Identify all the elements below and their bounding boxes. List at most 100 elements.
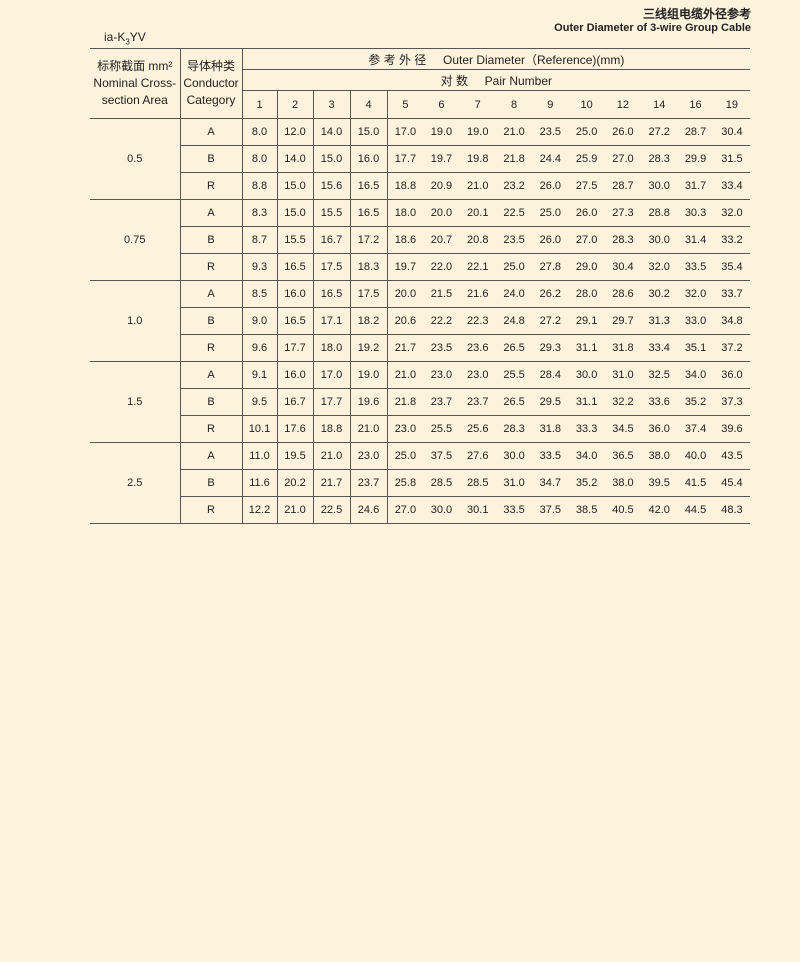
- diameter-cell: 17.1: [313, 307, 351, 335]
- diameter-cell: 17.5: [313, 253, 351, 281]
- diameter-cell: 21.0: [459, 172, 496, 200]
- diameter-cell: 28.6: [604, 280, 642, 308]
- diameter-cell: 14.0: [313, 118, 351, 146]
- diameter-cell: 28.3: [641, 145, 678, 173]
- diameter-cell: 33.5: [677, 253, 714, 281]
- model-prefix: ia-K: [104, 30, 126, 44]
- table-row: R 9.3 16.5 17.5 18.3 19.7 22.0 22.1 25.0 27.8 29.0…: [90, 253, 751, 281]
- table-row: B 9.0 16.5 17.1 18.2 20.6 22.2 22.3 24.8 27.2 29.1…: [90, 307, 751, 335]
- diameter-cell: 21.8: [387, 388, 424, 416]
- diameter-cell: 15.6: [313, 172, 351, 200]
- diameter-cell: 15.0: [277, 172, 314, 200]
- header-category-en1: Conductor: [183, 76, 239, 90]
- diameter-cell: 17.7: [277, 334, 314, 362]
- category-cell: R: [180, 496, 243, 524]
- header-area-cn: 标称截面 mm²: [97, 59, 173, 73]
- table-row: 2.5 A 11.0 19.5 21.0 23.0 25.0 37.5 27.6 30.0 33.5…: [90, 442, 751, 524]
- diameter-cell: 19.0: [423, 118, 460, 146]
- category-cell: A: [180, 199, 243, 227]
- diameter-cell: 23.6: [459, 334, 496, 362]
- diameter-cell: 32.0: [641, 253, 678, 281]
- diameter-cell: 31.3: [641, 307, 678, 335]
- pair-header: 7: [459, 90, 496, 119]
- diameter-cell: 15.5: [277, 226, 314, 254]
- diameter-cell: 33.0: [677, 307, 714, 335]
- category-cell: A: [180, 280, 243, 308]
- diameter-cell: 32.0: [677, 280, 714, 308]
- category-cell: R: [180, 172, 243, 200]
- diameter-cell: 33.3: [568, 415, 605, 443]
- diameter-cell: 30.0: [495, 442, 533, 470]
- diameter-cell: 31.5: [713, 145, 751, 173]
- diameter-cell: 33.5: [495, 496, 533, 524]
- diameter-cell: 29.7: [604, 307, 642, 335]
- diameter-cell: 11.6: [242, 469, 278, 497]
- diameter-cell: 17.5: [350, 280, 388, 308]
- diameter-cell: 24.6: [350, 496, 388, 524]
- pair-header: 1: [242, 90, 278, 119]
- diameter-cell: 19.8: [459, 145, 496, 173]
- diameter-cell: 33.2: [713, 226, 751, 254]
- diameter-cell: 41.5: [677, 469, 714, 497]
- diameter-cell: 24.0: [495, 280, 533, 308]
- diameter-cell: 23.0: [423, 361, 460, 389]
- diameter-cell: 30.1: [459, 496, 496, 524]
- diameter-cell: 16.7: [313, 226, 351, 254]
- diameter-cell: 28.7: [677, 118, 714, 146]
- diameter-cell: 15.5: [313, 199, 351, 227]
- diameter-cell: 9.0: [242, 307, 278, 335]
- diameter-cell: 28.7: [604, 172, 642, 200]
- diameter-cell: 29.0: [568, 253, 605, 281]
- diameter-cell: 38.0: [641, 442, 678, 470]
- category-cell: A: [180, 118, 243, 146]
- diameter-cell: 9.5: [242, 388, 278, 416]
- diameter-cell: 8.0: [242, 145, 278, 173]
- diameter-cell: 8.0: [242, 118, 278, 146]
- table-row: 1.0 A 8.5 16.0 16.5 17.5 20.0 21.5 21.6 24.0 26.2 2…: [90, 280, 751, 362]
- diameter-cell: 23.5: [532, 118, 569, 146]
- diameter-cell: 16.5: [277, 253, 314, 281]
- title-english: Outer Diameter of 3-wire Group Cable: [554, 22, 751, 34]
- diameter-cell: 21.0: [350, 415, 388, 443]
- diameter-cell: 30.3: [677, 199, 714, 227]
- diameter-cell: 34.0: [568, 442, 605, 470]
- pair-header: 4: [350, 90, 388, 119]
- diameter-cell: 18.8: [387, 172, 424, 200]
- diameter-cell: 9.1: [242, 361, 278, 389]
- table-row: 0.75 A 8.3 15.0 15.5 16.5 18.0 20.0 20.1 22.5 25.0…: [90, 199, 751, 281]
- diameter-cell: 31.4: [677, 226, 714, 254]
- diameter-cell: 27.0: [604, 145, 642, 173]
- diameter-cell: 28.3: [495, 415, 533, 443]
- diameter-cell: 31.1: [568, 388, 605, 416]
- diameter-cell: 15.0: [350, 118, 388, 146]
- table-row: 1.5 A 9.1 16.0 17.0 19.0 21.0 23.0 23.0 25.5 28.4 3…: [90, 361, 751, 443]
- diameter-cell: 18.8: [313, 415, 351, 443]
- diameter-cell: 17.7: [313, 388, 351, 416]
- diameter-cell: 22.1: [459, 253, 496, 281]
- diameter-cell: 31.8: [532, 415, 569, 443]
- diameter-cell: 18.3: [350, 253, 388, 281]
- diameter-cell: 19.0: [459, 118, 496, 146]
- diameter-cell: 19.7: [423, 145, 460, 173]
- pair-header: 16: [677, 90, 714, 119]
- header-category: 导体种类 Conductor Category: [180, 48, 243, 119]
- diameter-cell: 22.5: [313, 496, 351, 524]
- diameter-cell: 28.4: [532, 361, 569, 389]
- model-subscript: 3: [125, 37, 130, 47]
- diameter-cell: 26.0: [532, 226, 569, 254]
- diameter-cell: 16.0: [277, 280, 314, 308]
- diameter-cell: 16.5: [350, 199, 388, 227]
- diameter-cell: 17.7: [387, 145, 424, 173]
- diameter-cell: 16.0: [350, 145, 388, 173]
- diameter-cell: 8.5: [242, 280, 278, 308]
- diameter-cell: 28.3: [604, 226, 642, 254]
- diameter-cell: 25.5: [495, 361, 533, 389]
- category-cell: B: [180, 145, 243, 173]
- diameter-cell: 27.2: [641, 118, 678, 146]
- category-cell: R: [180, 253, 243, 281]
- diameter-cell: 20.6: [387, 307, 424, 335]
- diameter-cell: 26.0: [568, 199, 605, 227]
- diameter-cell: 27.5: [568, 172, 605, 200]
- diameter-cell: 21.0: [495, 118, 533, 146]
- diameter-cell: 23.0: [387, 415, 424, 443]
